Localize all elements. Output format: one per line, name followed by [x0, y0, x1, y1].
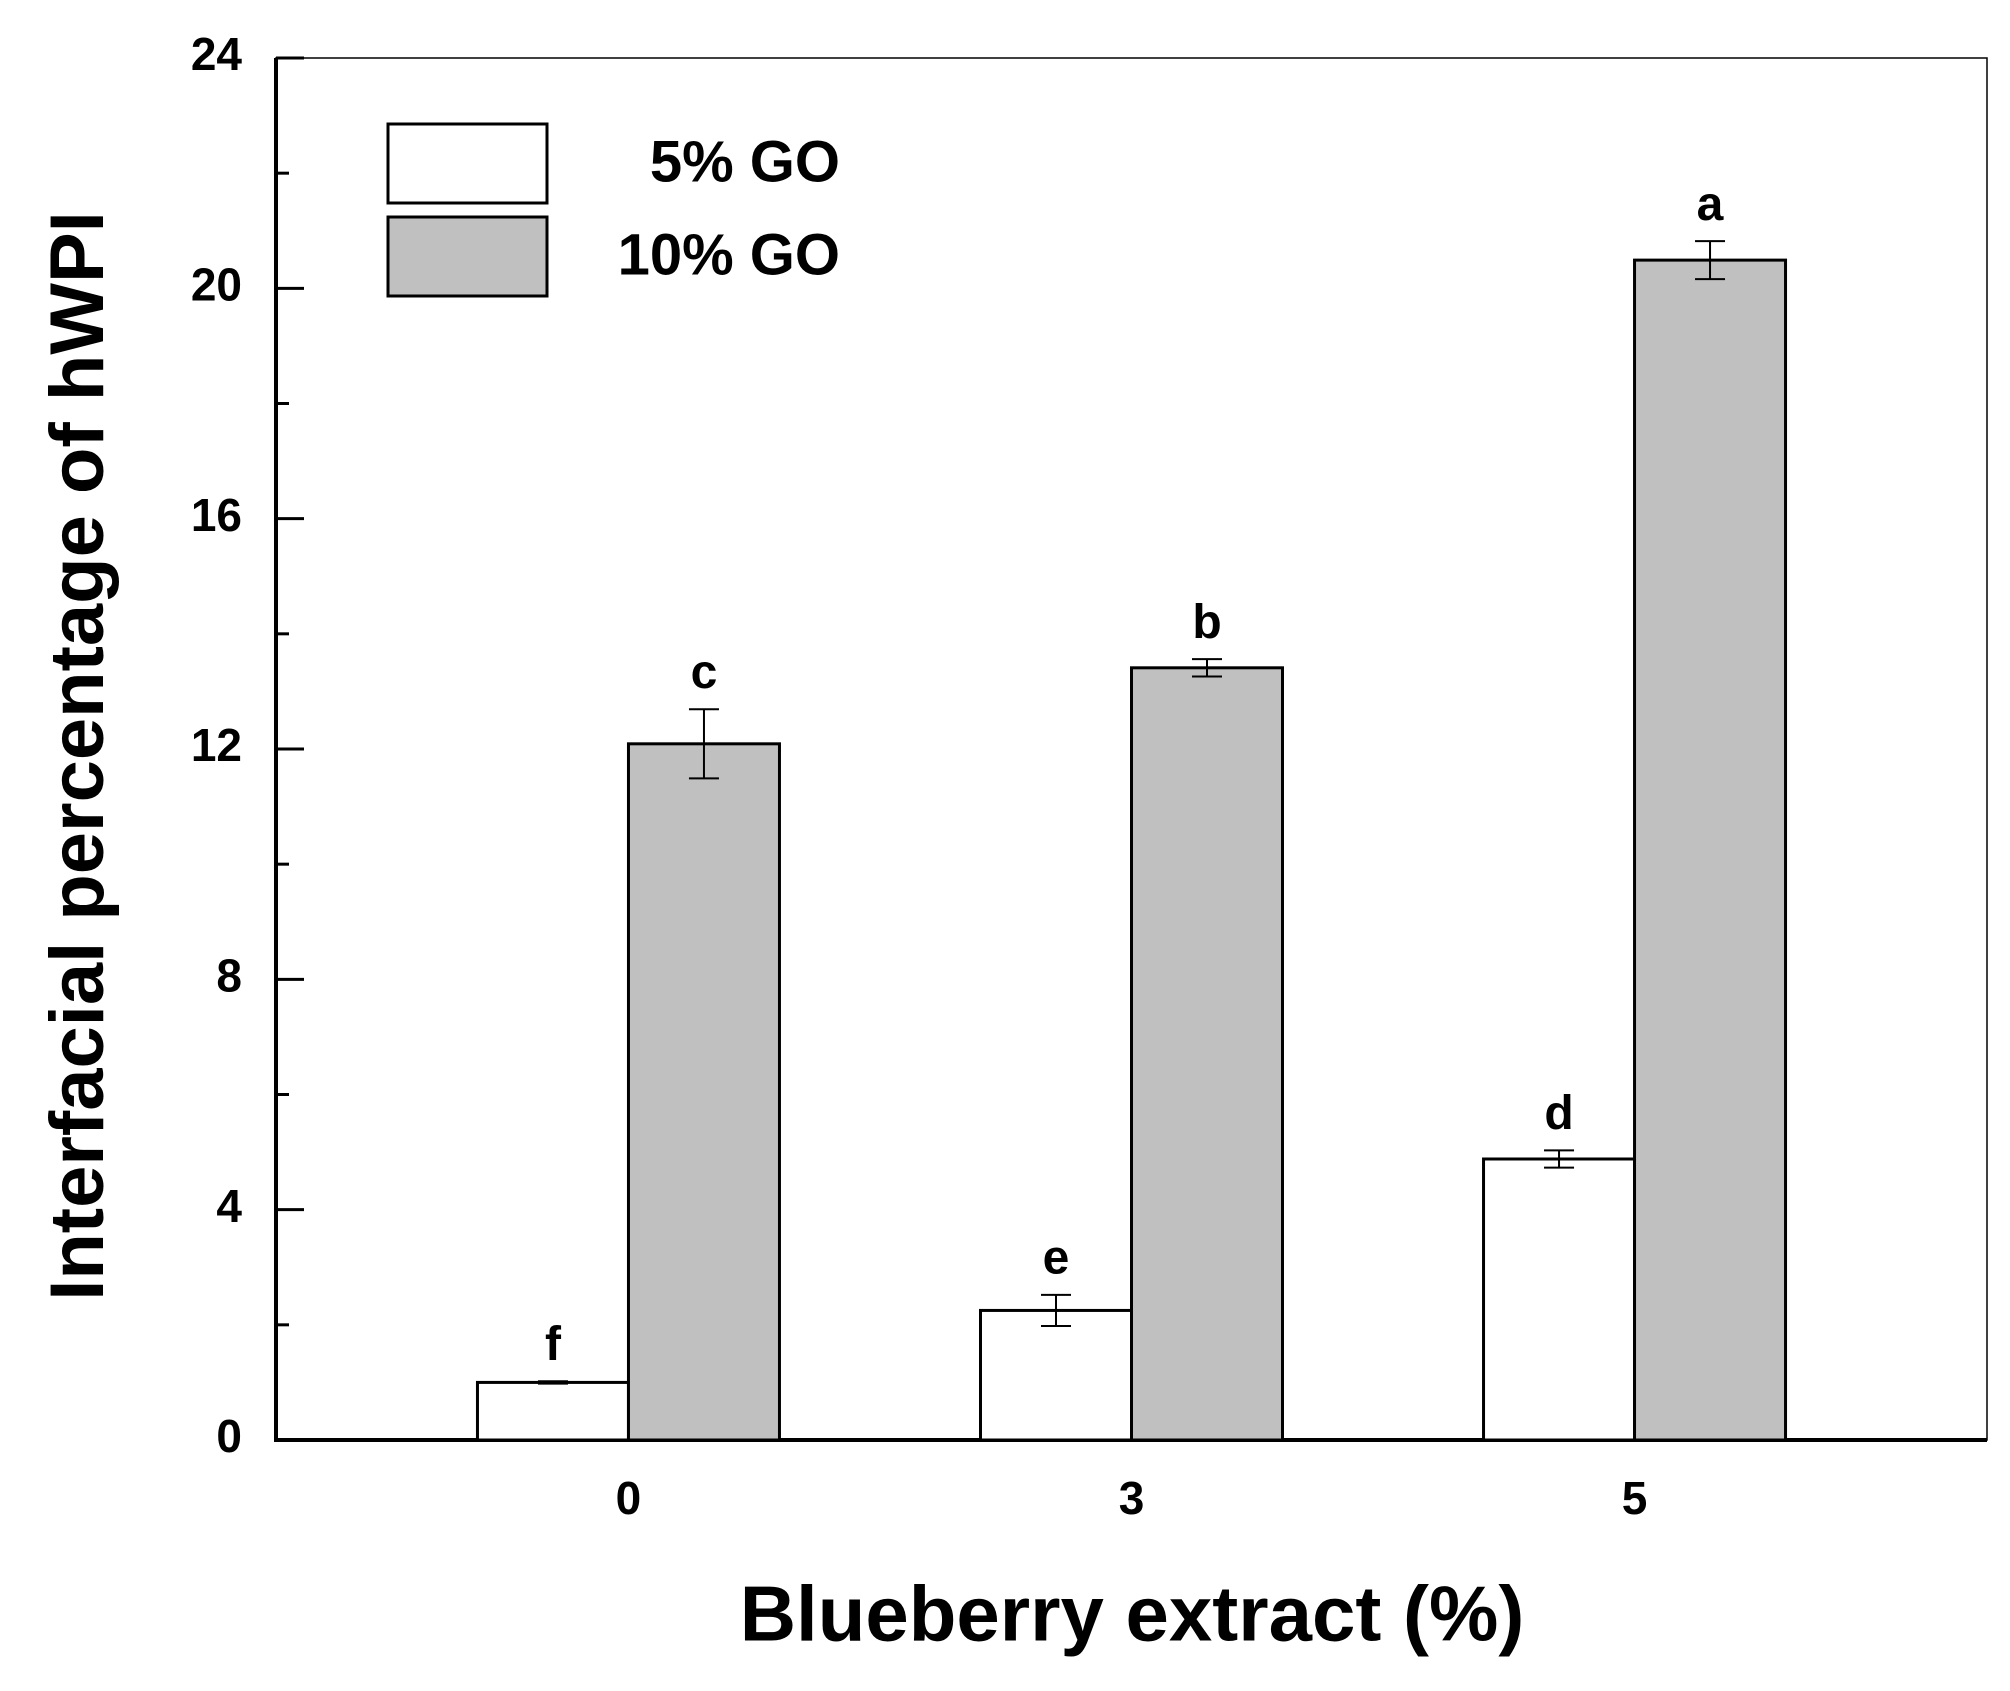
- significance-letter: e: [1043, 1232, 1070, 1285]
- y-tick-label: 0: [216, 1410, 242, 1462]
- bar: [475, 1380, 630, 1442]
- bar: [1482, 1157, 1637, 1442]
- significance-letter: c: [691, 646, 718, 699]
- legend-swatch: [386, 122, 549, 205]
- significance-letter: a: [1697, 178, 1724, 231]
- bar: [1633, 258, 1788, 1442]
- y-tick-label: 16: [191, 489, 242, 541]
- y-tick-label: 12: [191, 719, 242, 771]
- legend-swatch: [386, 215, 549, 298]
- x-axis-title: Blueberry extract (%): [740, 1570, 1525, 1658]
- bar: [1130, 666, 1284, 1442]
- y-axis-title: Interfacial percentage of hWPI: [35, 211, 120, 1301]
- significance-letter: b: [1192, 596, 1221, 649]
- y-tick-label: 4: [216, 1180, 242, 1232]
- y-tick-label: 8: [216, 949, 242, 1001]
- bar: [626, 742, 781, 1442]
- legend-label: 10% GO: [618, 222, 840, 287]
- legend-label: 5% GO: [650, 129, 840, 194]
- bar: [979, 1308, 1133, 1442]
- x-tick-label: 3: [1119, 1472, 1145, 1524]
- y-tick-label: 24: [191, 28, 243, 80]
- x-tick-label: 0: [616, 1472, 642, 1524]
- x-tick-label: 5: [1622, 1472, 1648, 1524]
- significance-letter: d: [1544, 1087, 1573, 1140]
- y-tick-label: 20: [191, 258, 242, 310]
- significance-letter: f: [545, 1318, 562, 1371]
